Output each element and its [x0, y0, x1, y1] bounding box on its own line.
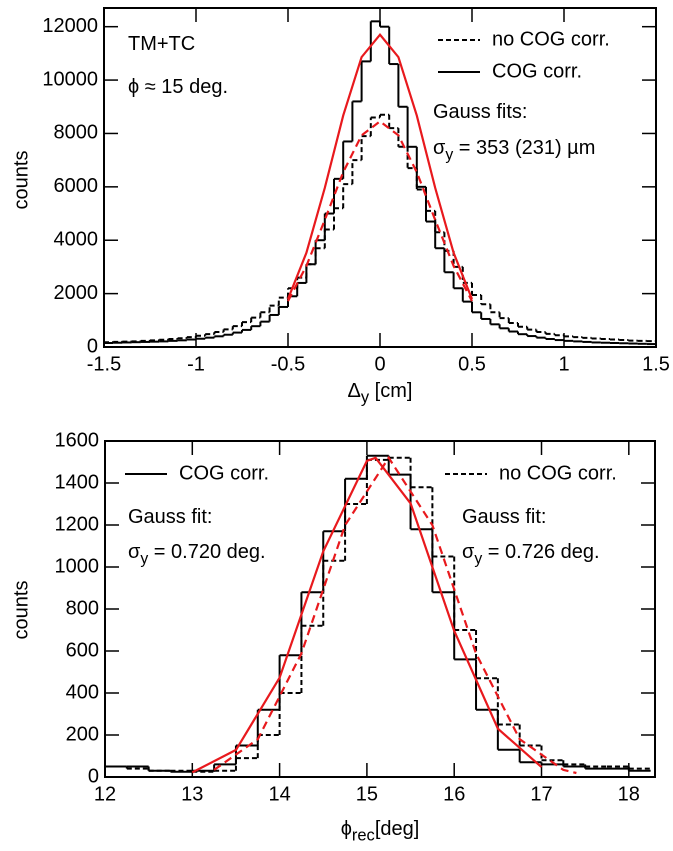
x-axis-title-sub: rec — [352, 827, 375, 845]
annotation-main: ϕ ≈ 15 deg. — [128, 76, 228, 98]
legend-label: no COG corr. — [492, 28, 610, 50]
annotation-main: TM+TC — [128, 33, 195, 55]
x-axis-title: Δy [cm] — [348, 380, 413, 407]
x-axis-title-rest: [deg] — [375, 818, 419, 840]
x-tick-label: 16 — [443, 783, 465, 805]
annotation: TM+TC — [128, 33, 195, 55]
annotation-rest: = 0.720 deg. — [148, 541, 265, 563]
y-tick-label: 10000 — [42, 68, 98, 90]
y-tick-label: 1600 — [55, 429, 100, 451]
legend-label: COG corr. — [492, 60, 582, 82]
annotation-main: Gauss fit: — [128, 506, 212, 528]
fit-curve — [287, 120, 473, 302]
y-tick-label: 12000 — [42, 15, 98, 37]
x-tick-label: 0.5 — [458, 353, 486, 375]
x-axis-title-rest: [cm] — [369, 380, 412, 402]
annotation: σy = 353 (231) µm — [433, 137, 595, 163]
y-tick-label: 0 — [87, 335, 98, 357]
x-tick-label: 17 — [530, 783, 552, 805]
x-tick-label: 14 — [268, 783, 290, 805]
y-axis-title: counts — [10, 151, 32, 210]
plot-frame — [104, 440, 656, 778]
legend-label: no COG corr. — [499, 462, 617, 484]
x-tick-label: 12 — [94, 783, 116, 805]
y-tick-label: 200 — [66, 723, 99, 745]
y-tick-label: 400 — [66, 681, 99, 703]
x-tick-label: -1.5 — [87, 353, 121, 375]
legend-label: COG corr. — [179, 462, 269, 484]
annotation: σy = 0.726 deg. — [462, 541, 600, 567]
y-tick-label: 600 — [66, 639, 99, 661]
annotation-rest: = 353 (231) µm — [453, 137, 595, 159]
annotation: Gauss fit: — [462, 506, 546, 528]
annotation: σy = 0.720 deg. — [128, 541, 266, 567]
annotation-main: σ — [462, 541, 475, 563]
y-tick-label: 6000 — [54, 175, 99, 197]
y-tick-label: 0 — [88, 765, 99, 787]
y-tick-label: 800 — [66, 597, 99, 619]
fit-curve — [213, 455, 577, 775]
annotation-rest: = 0.726 deg. — [482, 541, 599, 563]
y-tick-label: 4000 — [54, 229, 99, 251]
y-tick-label: 1000 — [55, 555, 100, 577]
y-tick-label: 1400 — [55, 471, 100, 493]
annotation-main: σ — [128, 541, 141, 563]
x-tick-label: 13 — [181, 783, 203, 805]
x-tick-label: 18 — [618, 783, 640, 805]
y-tick-label: 1200 — [55, 513, 100, 535]
annotation-main: Gauss fit: — [462, 506, 546, 528]
annotation-sub: y — [474, 550, 482, 567]
x-tick-label: 15 — [356, 783, 378, 805]
annotation: Gauss fits: — [433, 101, 527, 123]
x-axis-title-main: Δ — [348, 380, 361, 402]
annotation: Gauss fit: — [128, 506, 212, 528]
x-tick-label: -1 — [187, 353, 205, 375]
plot-frame — [103, 7, 657, 348]
annotation-main: σ — [433, 137, 446, 159]
x-axis-title: ϕrec[deg] — [341, 818, 420, 845]
y-tick-label: 8000 — [54, 122, 99, 144]
annotation-sub: y — [445, 146, 453, 163]
fit-curve — [286, 32, 474, 300]
x-axis-title-sub: y — [361, 389, 370, 407]
x-tick-label: 1.5 — [642, 353, 670, 375]
x-tick-label: 1 — [558, 353, 569, 375]
x-tick-label: -0.5 — [271, 353, 305, 375]
y-tick-label: 2000 — [54, 282, 99, 304]
x-tick-label: 0 — [374, 353, 385, 375]
annotation-main: Gauss fits: — [433, 101, 527, 123]
fit-curve — [191, 456, 543, 774]
x-axis-title-main: ϕ — [341, 818, 352, 840]
y-axis-title: counts — [10, 581, 32, 640]
annotation: ϕ ≈ 15 deg. — [128, 76, 228, 98]
annotation-sub: y — [140, 550, 148, 567]
